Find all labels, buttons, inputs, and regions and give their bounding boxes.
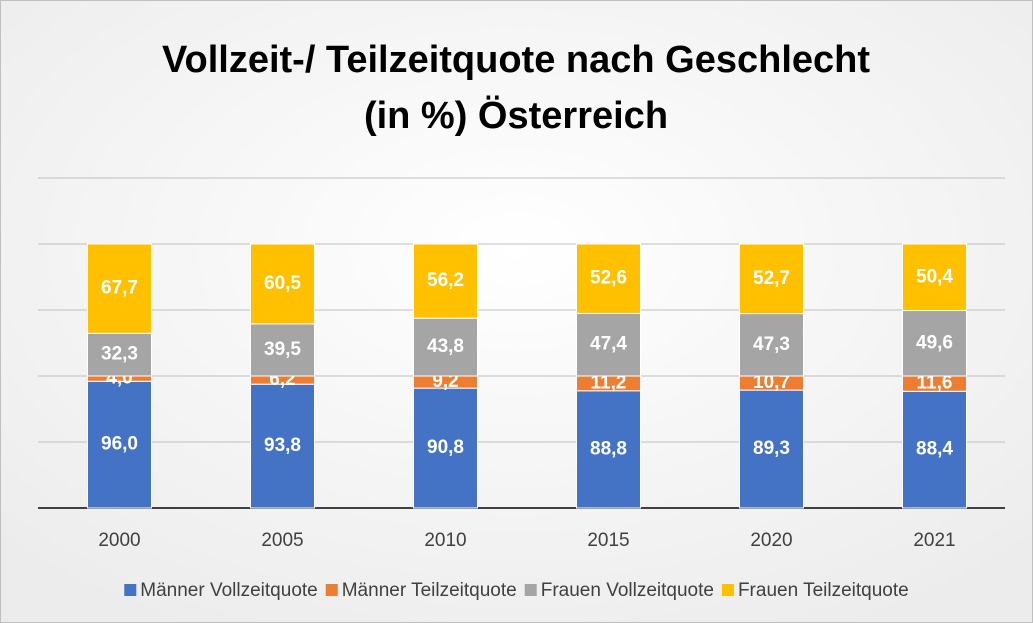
value-label: 11,2 bbox=[591, 372, 627, 393]
value-label: 52,7 bbox=[753, 268, 790, 289]
value-label: 60,5 bbox=[264, 273, 301, 294]
bar-segment bbox=[413, 317, 478, 377]
value-label: 47,4 bbox=[590, 334, 627, 355]
value-label: 49,6 bbox=[916, 332, 953, 353]
x-tick-label: 2020 bbox=[750, 530, 792, 551]
value-label: 88,4 bbox=[916, 439, 953, 460]
bar-segment bbox=[739, 389, 804, 509]
bar-segment bbox=[739, 313, 804, 377]
x-tick-label: 2021 bbox=[913, 530, 955, 551]
value-label: 96,0 bbox=[101, 434, 138, 455]
x-tick-label: 2010 bbox=[424, 530, 466, 551]
legend-label: Frauen Vollzeitquote bbox=[541, 580, 714, 601]
value-label: 47,3 bbox=[753, 334, 790, 355]
bar-segment bbox=[87, 243, 152, 334]
chart-title: Vollzeit-/ Teilzeitquote nach Geschlecht bbox=[162, 39, 870, 81]
bar-segment bbox=[576, 312, 641, 377]
legend-swatch bbox=[124, 584, 137, 596]
bar-segment bbox=[413, 243, 478, 319]
bar-segment bbox=[250, 243, 315, 325]
chart-title: (in %) Österreich bbox=[364, 94, 668, 137]
value-label: 90,8 bbox=[427, 437, 464, 458]
bar-segment bbox=[902, 243, 967, 312]
bar-segment bbox=[739, 243, 804, 315]
value-label: 89,3 bbox=[753, 438, 790, 459]
value-label: 67,7 bbox=[101, 278, 138, 299]
value-label: 43,8 bbox=[427, 336, 464, 357]
legend-label: Männer Vollzeitquote bbox=[140, 580, 317, 601]
value-label: 52,6 bbox=[590, 268, 627, 289]
legend-swatch bbox=[325, 584, 338, 596]
bar-segment bbox=[413, 387, 478, 509]
x-tick-label: 2000 bbox=[98, 530, 140, 551]
value-label: 11,6 bbox=[917, 373, 953, 394]
bar-segment bbox=[87, 380, 152, 509]
bar-segment bbox=[902, 390, 967, 509]
value-label: 39,5 bbox=[264, 339, 301, 360]
bar-segment bbox=[250, 323, 315, 377]
value-label: 88,8 bbox=[590, 438, 627, 459]
legend-swatch bbox=[721, 584, 734, 596]
legend-swatch bbox=[524, 584, 537, 596]
value-label: 56,2 bbox=[427, 270, 464, 291]
bar-segment bbox=[576, 243, 641, 314]
legend-label: Männer Teilzeitquote bbox=[342, 580, 517, 601]
x-tick-label: 2005 bbox=[261, 530, 303, 551]
x-tick-label: 2015 bbox=[587, 530, 629, 551]
value-label: 93,8 bbox=[264, 435, 301, 456]
legend-label: Frauen Teilzeitquote bbox=[738, 580, 909, 601]
value-label: 50,4 bbox=[916, 266, 953, 287]
value-label: 10,7 bbox=[753, 372, 790, 393]
value-label: 32,3 bbox=[101, 344, 138, 365]
